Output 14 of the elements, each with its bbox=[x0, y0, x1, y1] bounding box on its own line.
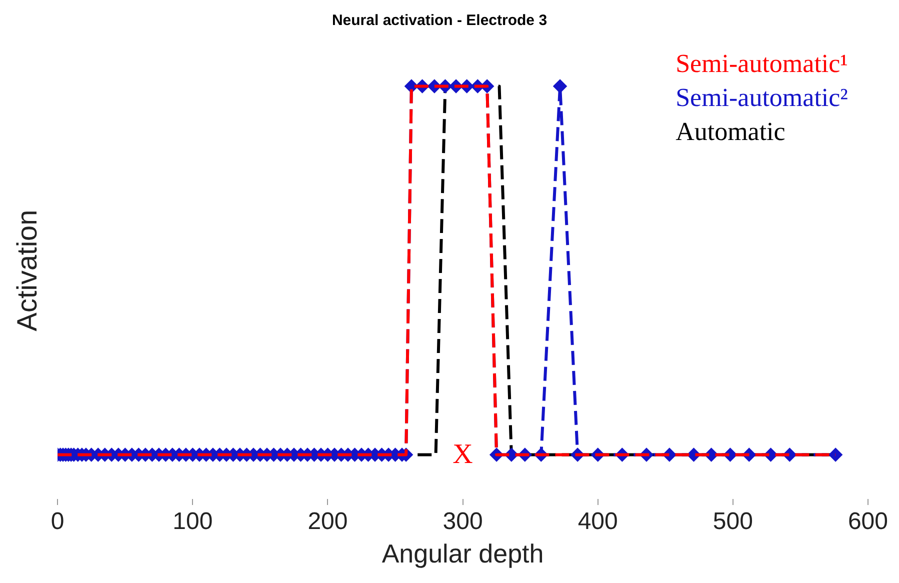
x-axis-title: Angular depth bbox=[382, 538, 544, 569]
x-tick-label: 300 bbox=[442, 508, 483, 536]
annotation: X bbox=[452, 438, 473, 470]
x-tick-label: 500 bbox=[712, 508, 753, 536]
x-tick-label: 400 bbox=[578, 508, 618, 536]
x-tick-label: 200 bbox=[308, 508, 348, 536]
x-tick-label: 600 bbox=[848, 508, 888, 536]
text: Semi-automatic¹ bbox=[676, 48, 848, 78]
y-axis-title: Activation bbox=[12, 210, 43, 332]
x-tick-label: 100 bbox=[172, 508, 213, 536]
text: Automatic bbox=[676, 116, 786, 146]
x-tick-label: 0 bbox=[50, 508, 64, 536]
text: Semi-automatic² bbox=[676, 82, 848, 112]
chart-title: Neural activation - Electrode 3 bbox=[332, 12, 548, 30]
